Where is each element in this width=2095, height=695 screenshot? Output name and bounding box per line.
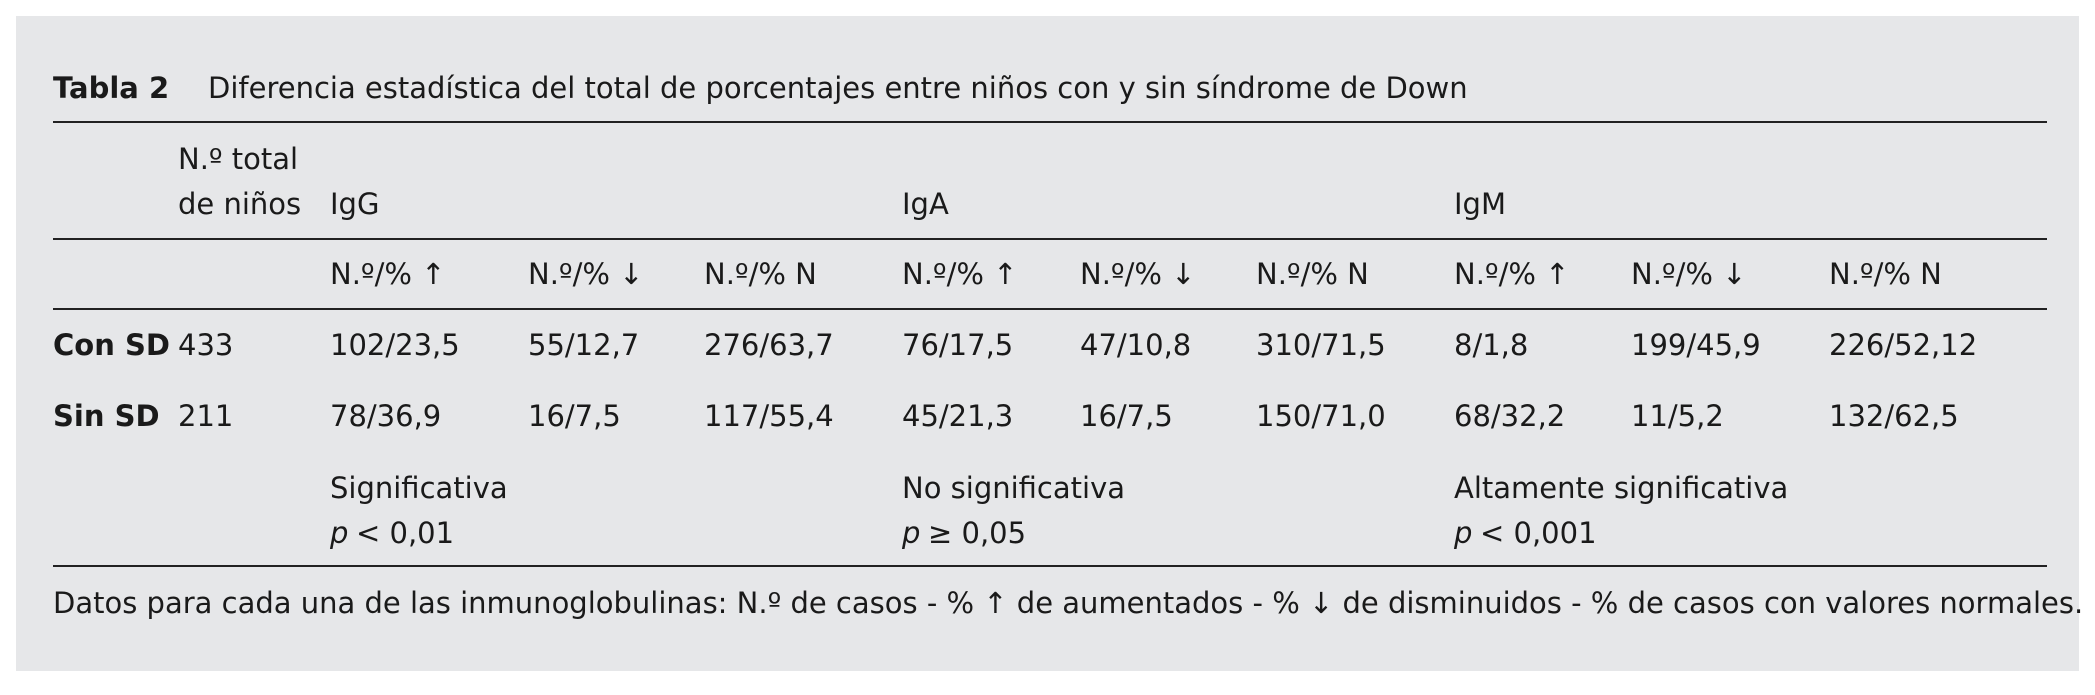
group-header: IgG bbox=[330, 187, 380, 221]
cell: 117/55,4 bbox=[704, 399, 834, 433]
caption-label: Tabla 2 bbox=[53, 71, 170, 105]
cell: 47/10,8 bbox=[1080, 328, 1192, 362]
p-symbol: p bbox=[1454, 516, 1473, 550]
subheader: N.º/% ↓ bbox=[528, 257, 644, 291]
cell: 211 bbox=[178, 399, 234, 433]
rule bbox=[53, 308, 2047, 310]
cell: 8/1,8 bbox=[1454, 328, 1529, 362]
header-cell: N.º total bbox=[178, 142, 299, 176]
subheader: N.º/% ↑ bbox=[1454, 257, 1570, 291]
cell: 276/63,7 bbox=[704, 328, 834, 362]
cell: 16/7,5 bbox=[528, 399, 621, 433]
cell: 16/7,5 bbox=[1080, 399, 1173, 433]
footnote: Datos para cada una de las inmunoglobuli… bbox=[53, 586, 2084, 620]
subheader: N.º/% N bbox=[1256, 257, 1369, 291]
subheader: N.º/% N bbox=[704, 257, 817, 291]
subheader: N.º/% ↓ bbox=[1080, 257, 1196, 291]
p-value: < 0,001 bbox=[1480, 516, 1597, 550]
cell: 55/12,7 bbox=[528, 328, 640, 362]
cell: 310/71,5 bbox=[1256, 328, 1386, 362]
table-panel bbox=[16, 16, 2079, 671]
cell: 132/62,5 bbox=[1829, 399, 1959, 433]
cell: 150/71,0 bbox=[1256, 399, 1386, 433]
cell: 226/52,12 bbox=[1829, 328, 1978, 362]
rule bbox=[53, 565, 2047, 567]
cell: 102/23,5 bbox=[330, 328, 460, 362]
significance-label: No significativa bbox=[902, 471, 1126, 505]
rule bbox=[53, 238, 2047, 240]
significance-label: Altamente significativa bbox=[1454, 471, 1789, 505]
subheader: N.º/% ↑ bbox=[902, 257, 1018, 291]
subheader: N.º/% ↑ bbox=[330, 257, 446, 291]
cell: 76/17,5 bbox=[902, 328, 1014, 362]
cell: 45/21,3 bbox=[902, 399, 1014, 433]
p-symbol: p bbox=[902, 516, 921, 550]
subheader: N.º/% ↓ bbox=[1631, 257, 1747, 291]
cell: 78/36,9 bbox=[330, 399, 442, 433]
header-cell: de niños bbox=[178, 187, 302, 221]
cell: 199/45,9 bbox=[1631, 328, 1761, 362]
subheader: N.º/% N bbox=[1829, 257, 1942, 291]
significance-label: Significativa bbox=[330, 471, 508, 505]
group-header: IgM bbox=[1454, 187, 1506, 221]
group-header: IgA bbox=[902, 187, 949, 221]
row-label: Sin SD bbox=[53, 399, 160, 433]
caption-title: Diferencia estadística del total de porc… bbox=[208, 71, 1468, 105]
p-value: < 0,01 bbox=[356, 516, 455, 550]
cell: 433 bbox=[178, 328, 234, 362]
p-value: ≥ 0,05 bbox=[928, 516, 1027, 550]
rule bbox=[53, 121, 2047, 123]
cell: 68/32,2 bbox=[1454, 399, 1566, 433]
p-symbol: p bbox=[330, 516, 349, 550]
row-label: Con SD bbox=[53, 328, 170, 362]
cell: 11/5,2 bbox=[1631, 399, 1724, 433]
